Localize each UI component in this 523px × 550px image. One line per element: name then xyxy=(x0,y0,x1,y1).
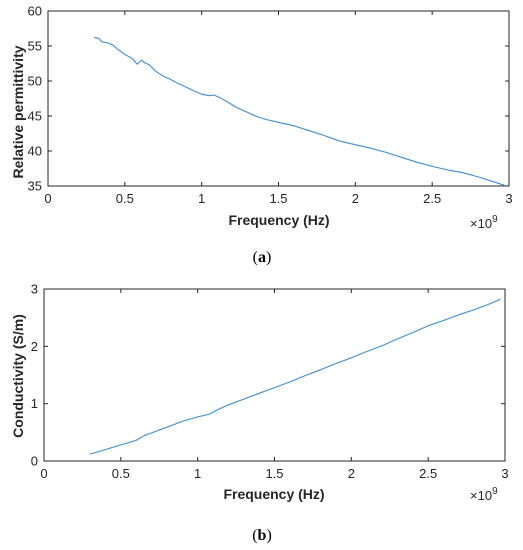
chart-b-axes-box xyxy=(43,288,506,462)
chart-a-series-line xyxy=(94,37,505,186)
chart-b-ylabel: Conductivity (S/m) xyxy=(10,314,26,438)
chart-b-xtick-label: 0.5 xyxy=(112,466,130,481)
chart-a-ytick-label: 55 xyxy=(28,39,42,54)
chart-a-xtick-label: 0 xyxy=(44,191,51,206)
chart-b-xtick-label: 1 xyxy=(194,466,201,481)
chart-b-x-multiplier: ×109 xyxy=(470,486,498,503)
chart-a-ylabel: Relative permittivity xyxy=(10,45,26,178)
chart-b-ytick-label: 3 xyxy=(31,282,38,297)
chart-a-caption: (a) xyxy=(253,249,272,266)
chart-b-xtick-label: 0 xyxy=(40,466,47,481)
chart-b-ytick-label: 1 xyxy=(31,396,38,411)
chart-b: 0 0.5 1 1.5 2 2.5 3 0 1 2 3 Conductivity (S/m) Fre… xyxy=(10,282,509,545)
chart-b-plot: 0 0.5 1 1.5 2 2.5 3 0 1 2 3 xyxy=(31,282,509,482)
chart-b-series-line xyxy=(89,298,501,455)
chart-a-ytick-label: 35 xyxy=(28,179,42,194)
chart-a-axes-box xyxy=(47,10,510,187)
chart-a-xlabel: Frequency (Hz) xyxy=(228,212,329,228)
chart-a-plot: 0 0.5 1 1.5 2 2.5 3 35 40 45 50 55 60 xyxy=(28,4,513,207)
chart-b-caption: (b) xyxy=(252,527,272,544)
chart-a-xtick-label: 0.5 xyxy=(116,191,134,206)
chart-b-xtick-label: 2 xyxy=(348,466,355,481)
chart-a-ytick-label: 40 xyxy=(28,144,42,159)
chart-a-xtick-label: 1.5 xyxy=(269,191,287,206)
chart-a: 0 0.5 1 1.5 2 2.5 3 35 40 45 50 55 60 Relative permi… xyxy=(10,4,513,267)
chart-b-ytick-label: 2 xyxy=(31,339,38,354)
chart-a-xtick-label: 3 xyxy=(505,191,512,206)
chart-b-xtick-label: 1.5 xyxy=(265,466,283,481)
chart-a-ytick-label: 45 xyxy=(28,109,42,124)
chart-b-xtick-label: 3 xyxy=(501,466,508,481)
chart-b-xlabel: Frequency (Hz) xyxy=(223,486,324,502)
chart-a-ytick-label: 50 xyxy=(28,74,42,89)
chart-a-xtick-label: 1 xyxy=(198,191,205,206)
chart-b-ytick-label: 0 xyxy=(31,454,38,469)
chart-a-xtick-label: 2.5 xyxy=(423,191,441,206)
chart-a-x-multiplier: ×109 xyxy=(470,214,498,231)
chart-b-xtick-label: 2.5 xyxy=(419,466,437,481)
chart-a-xtick-label: 2 xyxy=(352,191,359,206)
chart-a-ytick-label: 60 xyxy=(28,4,42,19)
